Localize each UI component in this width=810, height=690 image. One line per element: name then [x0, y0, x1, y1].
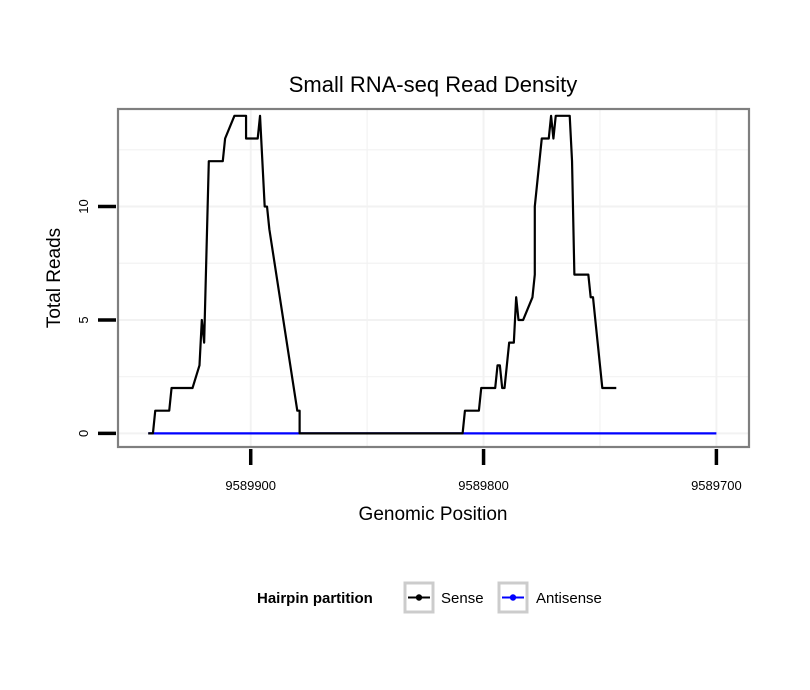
y-axis: 0 5 10 [76, 199, 116, 437]
legend-entry-sense: Sense [403, 581, 484, 614]
x-tick-label-2: 9589700 [691, 478, 742, 493]
series-lines [148, 114, 717, 435]
chart-title: Small RNA-seq Read Density [289, 72, 578, 97]
y-tick-label-2: 10 [76, 199, 91, 213]
legend-title: Hairpin partition [257, 590, 373, 607]
x-axis: 9589900 9589800 9589700 [225, 449, 742, 493]
x-tick-label-0: 9589900 [225, 478, 276, 493]
legend-point-sense [415, 594, 423, 601]
legend-label-sense: Sense [441, 590, 484, 607]
y-tick-label-1: 5 [76, 316, 91, 323]
legend-label-antisense: Antisense [536, 590, 602, 607]
legend: Hairpin partition Sense Antisense [257, 581, 602, 614]
y-axis-title: Total Reads [44, 228, 65, 328]
legend-point-antisense [509, 594, 517, 601]
x-axis-title: Genomic Position [359, 504, 508, 525]
y-tick-label-0: 0 [76, 430, 91, 437]
grid-lines [118, 109, 749, 447]
legend-entry-antisense: Antisense [497, 581, 602, 614]
x-tick-label-1: 9589800 [458, 478, 509, 493]
series-line-sense [148, 114, 617, 435]
plot-panel [116, 107, 751, 449]
panel-border [116, 107, 751, 449]
